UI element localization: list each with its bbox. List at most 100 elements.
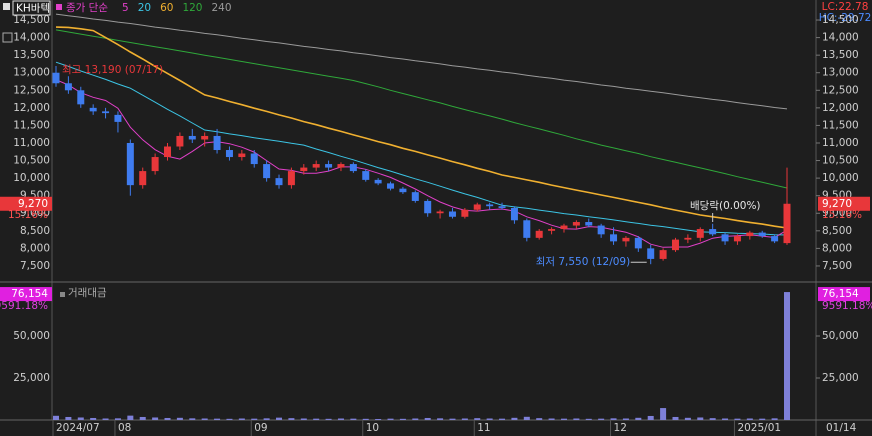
candle-body: [201, 135, 209, 140]
candle-body: [634, 237, 642, 249]
volume-bar: [784, 292, 790, 420]
candle-body: [758, 232, 766, 237]
volume-bar: [449, 418, 456, 420]
candle-body: [151, 157, 159, 172]
y-tick-label: 11,000: [822, 137, 859, 149]
volume-bar: [65, 416, 72, 420]
candle-body: [325, 164, 333, 168]
volume-bar: [53, 415, 59, 420]
candle-body: [671, 239, 679, 251]
candle-body: [213, 135, 221, 151]
volume-bar: [771, 418, 778, 420]
volume-bar: [424, 417, 431, 420]
candle-body: [696, 229, 704, 238]
y-tick-label: 14,000: [822, 32, 859, 44]
y-tick-label: 12,000: [822, 102, 859, 114]
volume-bar: [709, 418, 716, 420]
candle-body: [709, 229, 717, 235]
candle-body: [399, 188, 407, 193]
volume-bar: [300, 418, 307, 420]
x-tick-label: 2025/01: [737, 422, 781, 434]
y-tick-label: 10,500: [822, 155, 859, 167]
ma-line: [55, 13, 788, 110]
menu-icon[interactable]: [2, 32, 13, 43]
last-volume-box: [818, 287, 870, 302]
candle-body: [126, 142, 134, 186]
volume-bar: [684, 417, 691, 420]
volume-bar: [672, 416, 679, 420]
candle-body: [424, 200, 432, 214]
candle-body: [114, 114, 122, 122]
volume-bar: [560, 418, 567, 420]
candle-body: [622, 237, 630, 242]
y-tick-label: 10,000: [822, 172, 859, 184]
candle-body: [188, 135, 196, 140]
volume-bar: [585, 418, 592, 420]
ma-line: [55, 61, 788, 236]
volume-bar: [350, 418, 357, 420]
volume-bar: [77, 417, 84, 420]
y-tick-label: 11,000: [13, 137, 50, 149]
title-box[interactable]: [12, 0, 51, 16]
volume-bar: [164, 417, 171, 420]
candle-body: [225, 150, 233, 158]
candle-body: [436, 211, 444, 214]
last-volume-label: 76,154: [822, 288, 859, 300]
volume-bar: [548, 418, 555, 420]
candle-body: [139, 171, 147, 186]
y-tick-label: 11,500: [822, 119, 859, 131]
last-volume-label: 76,154: [11, 288, 48, 300]
y-tick-label: 11,500: [13, 119, 50, 131]
candle-body: [733, 236, 741, 242]
volume-bar: [474, 418, 481, 420]
volume-bar: [759, 418, 766, 420]
candle-body: [300, 167, 308, 172]
candle-body: [102, 111, 110, 114]
y-tick-label: 12,000: [13, 102, 50, 114]
candle-body: [647, 248, 655, 259]
last-price-box: [0, 196, 52, 211]
legend-entry: 120: [182, 2, 202, 14]
volume-bar: [412, 418, 419, 420]
candle-body: [89, 107, 97, 112]
x-tick-label: 09: [254, 422, 267, 434]
y-tick-label: 25,000: [13, 372, 50, 384]
candle-body: [176, 135, 184, 147]
volume-bar: [722, 418, 729, 420]
volume-change-label: 9591.18%: [822, 300, 872, 312]
candle-body: [473, 204, 481, 210]
candle-body: [362, 171, 370, 180]
ma-line: [55, 26, 788, 229]
candle-body: [510, 207, 518, 221]
candle-body: [411, 192, 419, 201]
volume-bar: [226, 418, 233, 420]
x-tick-label: 12: [614, 422, 627, 434]
volume-bar: [90, 417, 97, 420]
last-change-label: 15.16%: [822, 209, 862, 221]
candle-body: [572, 222, 580, 226]
x-tick-label: 08: [118, 422, 131, 434]
y-tick-label: 13,500: [822, 49, 859, 61]
volume-bar: [189, 418, 196, 420]
volume-bar: [375, 418, 382, 420]
volume-bar: [214, 418, 221, 420]
y-tick-label: 10,000: [13, 172, 50, 184]
y-tick-label: 8,500: [822, 225, 852, 237]
candle-body: [523, 220, 531, 238]
x-tick-label: 2024/07: [56, 422, 100, 434]
x-tick-label: 10: [366, 422, 379, 434]
candle-body: [77, 90, 85, 105]
candle-body: [721, 234, 729, 242]
y-tick-label: 13,000: [822, 67, 859, 79]
last-price-label: 9,270: [822, 198, 852, 210]
candle-body: [374, 179, 382, 184]
y-tick-label: 8,000: [822, 242, 852, 254]
candle-body: [312, 164, 320, 168]
candle-body: [548, 229, 556, 231]
y-tick-label: 14,500: [13, 14, 50, 26]
volume-bar: [746, 418, 753, 420]
candle-body: [164, 146, 172, 158]
y-tick-label: 8,000: [20, 242, 50, 254]
volume-bar: [313, 418, 320, 420]
candle-body: [535, 230, 543, 238]
